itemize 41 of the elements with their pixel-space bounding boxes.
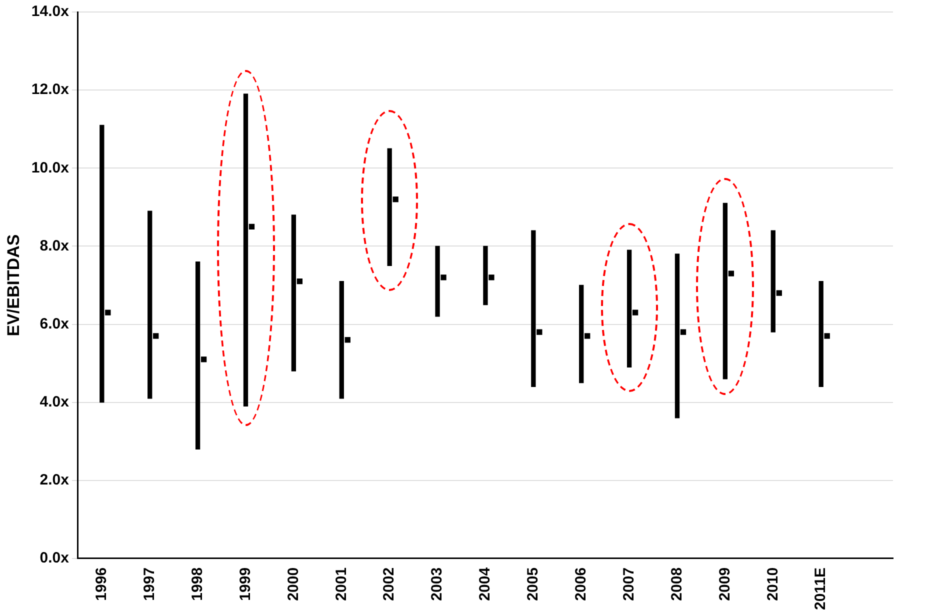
point [200,356,207,362]
x-tick-label: 1998 [188,567,206,601]
x-tick-label: 1996 [93,567,110,601]
point [536,329,542,335]
point [488,274,494,280]
x-tick-label: 2011E [812,567,830,610]
point [392,196,398,202]
x-tick-label: 2007 [620,567,638,601]
y-tick-label: 2.0x [40,472,70,489]
x-tick-label: 2005 [524,567,542,601]
x-tick-label: 2010 [764,567,782,601]
point [728,270,734,276]
x-tick-label: 1999 [236,567,254,601]
x-tick-label: 2003 [428,567,446,601]
point [680,329,686,335]
y-tick-label: 10.0x [31,159,70,176]
y-tick-label: 6.0x [40,315,70,332]
point [776,290,782,296]
y-tick-label: 14.0x [31,3,70,20]
x-tick-label: 2006 [572,567,590,601]
point [248,224,255,230]
y-tick-label: 8.0x [40,237,70,254]
point [344,337,350,343]
x-tick-label: 2001 [332,567,350,601]
point [440,274,446,280]
point [153,333,159,339]
x-tick-label: 2002 [380,567,398,601]
y-axis-title: EV/EBITDAS [4,234,23,336]
point [632,310,638,316]
point [296,278,303,284]
x-tick-label: 2004 [476,566,494,601]
x-tick-label: 2009 [716,567,734,601]
x-tick-label: 1997 [140,567,158,601]
y-tick-label: 0.0x [40,550,70,567]
x-tick-label: 2000 [284,567,302,601]
y-tick-label: 4.0x [40,393,70,410]
point [584,333,590,339]
point [105,310,111,316]
point [824,333,830,339]
y-tick-label: 12.0x [31,81,70,98]
x-tick-label: 2008 [668,567,686,601]
